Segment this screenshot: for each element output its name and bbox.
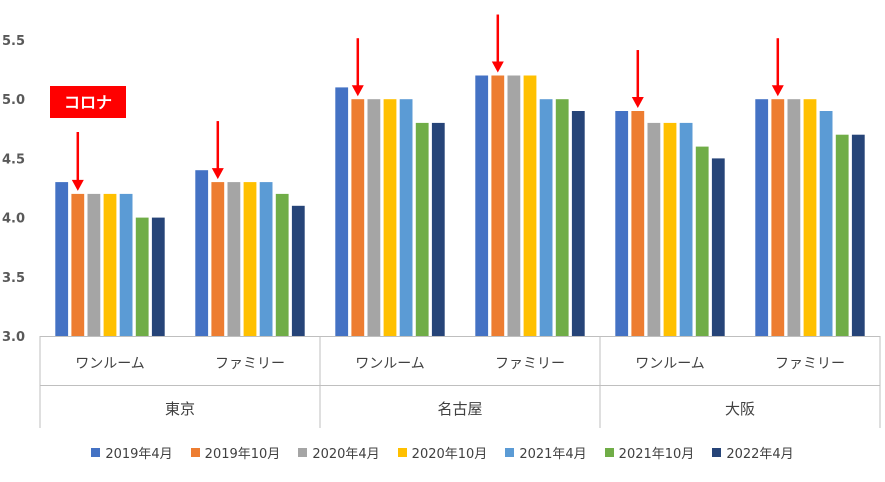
bar (679, 122, 693, 337)
legend-label: 2021年10月 (618, 446, 695, 462)
legend-swatch (190, 447, 200, 457)
annotation-arrow (771, 38, 784, 97)
x-group-label: 大阪 (725, 400, 755, 418)
bar (431, 122, 445, 337)
legend-item: 2021年4月 (505, 443, 587, 462)
legend-label: 2022年4月 (726, 446, 794, 462)
bar (243, 182, 257, 336)
bar-chart: 3.03.54.04.55.05.5 ワンルーム ファミリー ワンルーム ファミリーワ… (2, 14, 881, 428)
bar (523, 75, 537, 336)
bar (351, 99, 365, 336)
bar (571, 111, 585, 336)
bar (151, 217, 165, 336)
y-tick-label: 5.0 (2, 93, 25, 108)
bar (227, 182, 241, 336)
legend-swatch (91, 447, 101, 457)
legend-item: 2020年4月 (298, 443, 380, 462)
legend-swatch (505, 447, 515, 457)
x-category-label: ファミリー (775, 356, 845, 372)
bar (555, 99, 569, 336)
bar (383, 99, 397, 336)
y-tick-label: 5.5 (2, 34, 25, 49)
bar (803, 99, 817, 336)
bar (211, 182, 225, 336)
bar (819, 111, 833, 336)
legend-label: 2020年10月 (411, 446, 488, 462)
y-tick-label: 3.5 (2, 271, 25, 286)
legend-item: 2021年10月 (604, 443, 695, 462)
bar (259, 182, 273, 336)
legend-swatch (298, 447, 308, 457)
legend-item: 2020年10月 (397, 443, 488, 462)
x-category-label: ファミリー (495, 356, 565, 372)
legend-label: 2020年4月 (312, 446, 380, 462)
bar (55, 182, 69, 336)
legend-label: 2019年10月 (204, 446, 281, 462)
bar (135, 217, 149, 336)
bar (399, 99, 413, 336)
x-category-label: ファミリー (215, 356, 285, 372)
bar (71, 193, 85, 336)
bar (335, 87, 349, 337)
bar (195, 170, 209, 336)
y-tick-label: 3.0 (2, 330, 25, 345)
bar (103, 193, 117, 336)
legend-label: 2021年4月 (519, 446, 587, 462)
bar (647, 122, 661, 337)
bar (663, 122, 677, 337)
x-group-label: 東京 (165, 400, 195, 418)
bar (711, 158, 725, 336)
bar (771, 99, 785, 336)
legend-item: 2019年4月 (91, 443, 173, 462)
annotation-box (50, 86, 126, 118)
bar (291, 205, 305, 336)
annotation-arrow (71, 132, 84, 191)
legend-swatch (604, 447, 614, 457)
bar (631, 111, 645, 336)
x-category-label: ワンルーム (355, 356, 425, 372)
annotation-arrow (211, 121, 224, 180)
x-category-label: ワンルーム (635, 356, 705, 372)
x-category-label: ワンルーム (75, 356, 145, 372)
legend: 2019年4月 2019年10月 2020年4月 2020年10月 2021年4月 202… (0, 440, 885, 464)
bar (755, 99, 769, 336)
bar (507, 75, 521, 336)
y-tick-label: 4.5 (2, 152, 25, 167)
annotation-arrows (71, 14, 784, 191)
bar (275, 193, 289, 336)
bar (695, 146, 709, 336)
legend-swatch (397, 447, 407, 457)
legend-swatch (712, 447, 722, 457)
legend-item: 2019年10月 (190, 443, 281, 462)
y-axis: 3.0 3.5 4.0 4.5 5.0 5.5 (2, 34, 25, 345)
bar (851, 134, 865, 336)
bar (835, 134, 849, 336)
bars (55, 75, 865, 337)
bar (787, 99, 801, 336)
annotation-arrow (631, 50, 644, 109)
annotation-callout: コロナ (50, 86, 126, 118)
bar (87, 193, 101, 336)
bar (367, 99, 381, 336)
annotation-arrow (351, 38, 364, 97)
x-group-label: 名古屋 (437, 400, 482, 418)
bar (539, 99, 553, 336)
legend-label: 2019年4月 (105, 446, 173, 462)
legend-item: 2022年4月 (712, 443, 794, 462)
annotation-label: コロナ (64, 93, 112, 112)
bar (615, 111, 629, 336)
bar (491, 75, 505, 336)
y-tick-label: 4.0 (2, 212, 25, 227)
bar (415, 122, 429, 337)
bar (475, 75, 489, 336)
annotation-arrow (491, 14, 504, 73)
bar (119, 193, 133, 336)
